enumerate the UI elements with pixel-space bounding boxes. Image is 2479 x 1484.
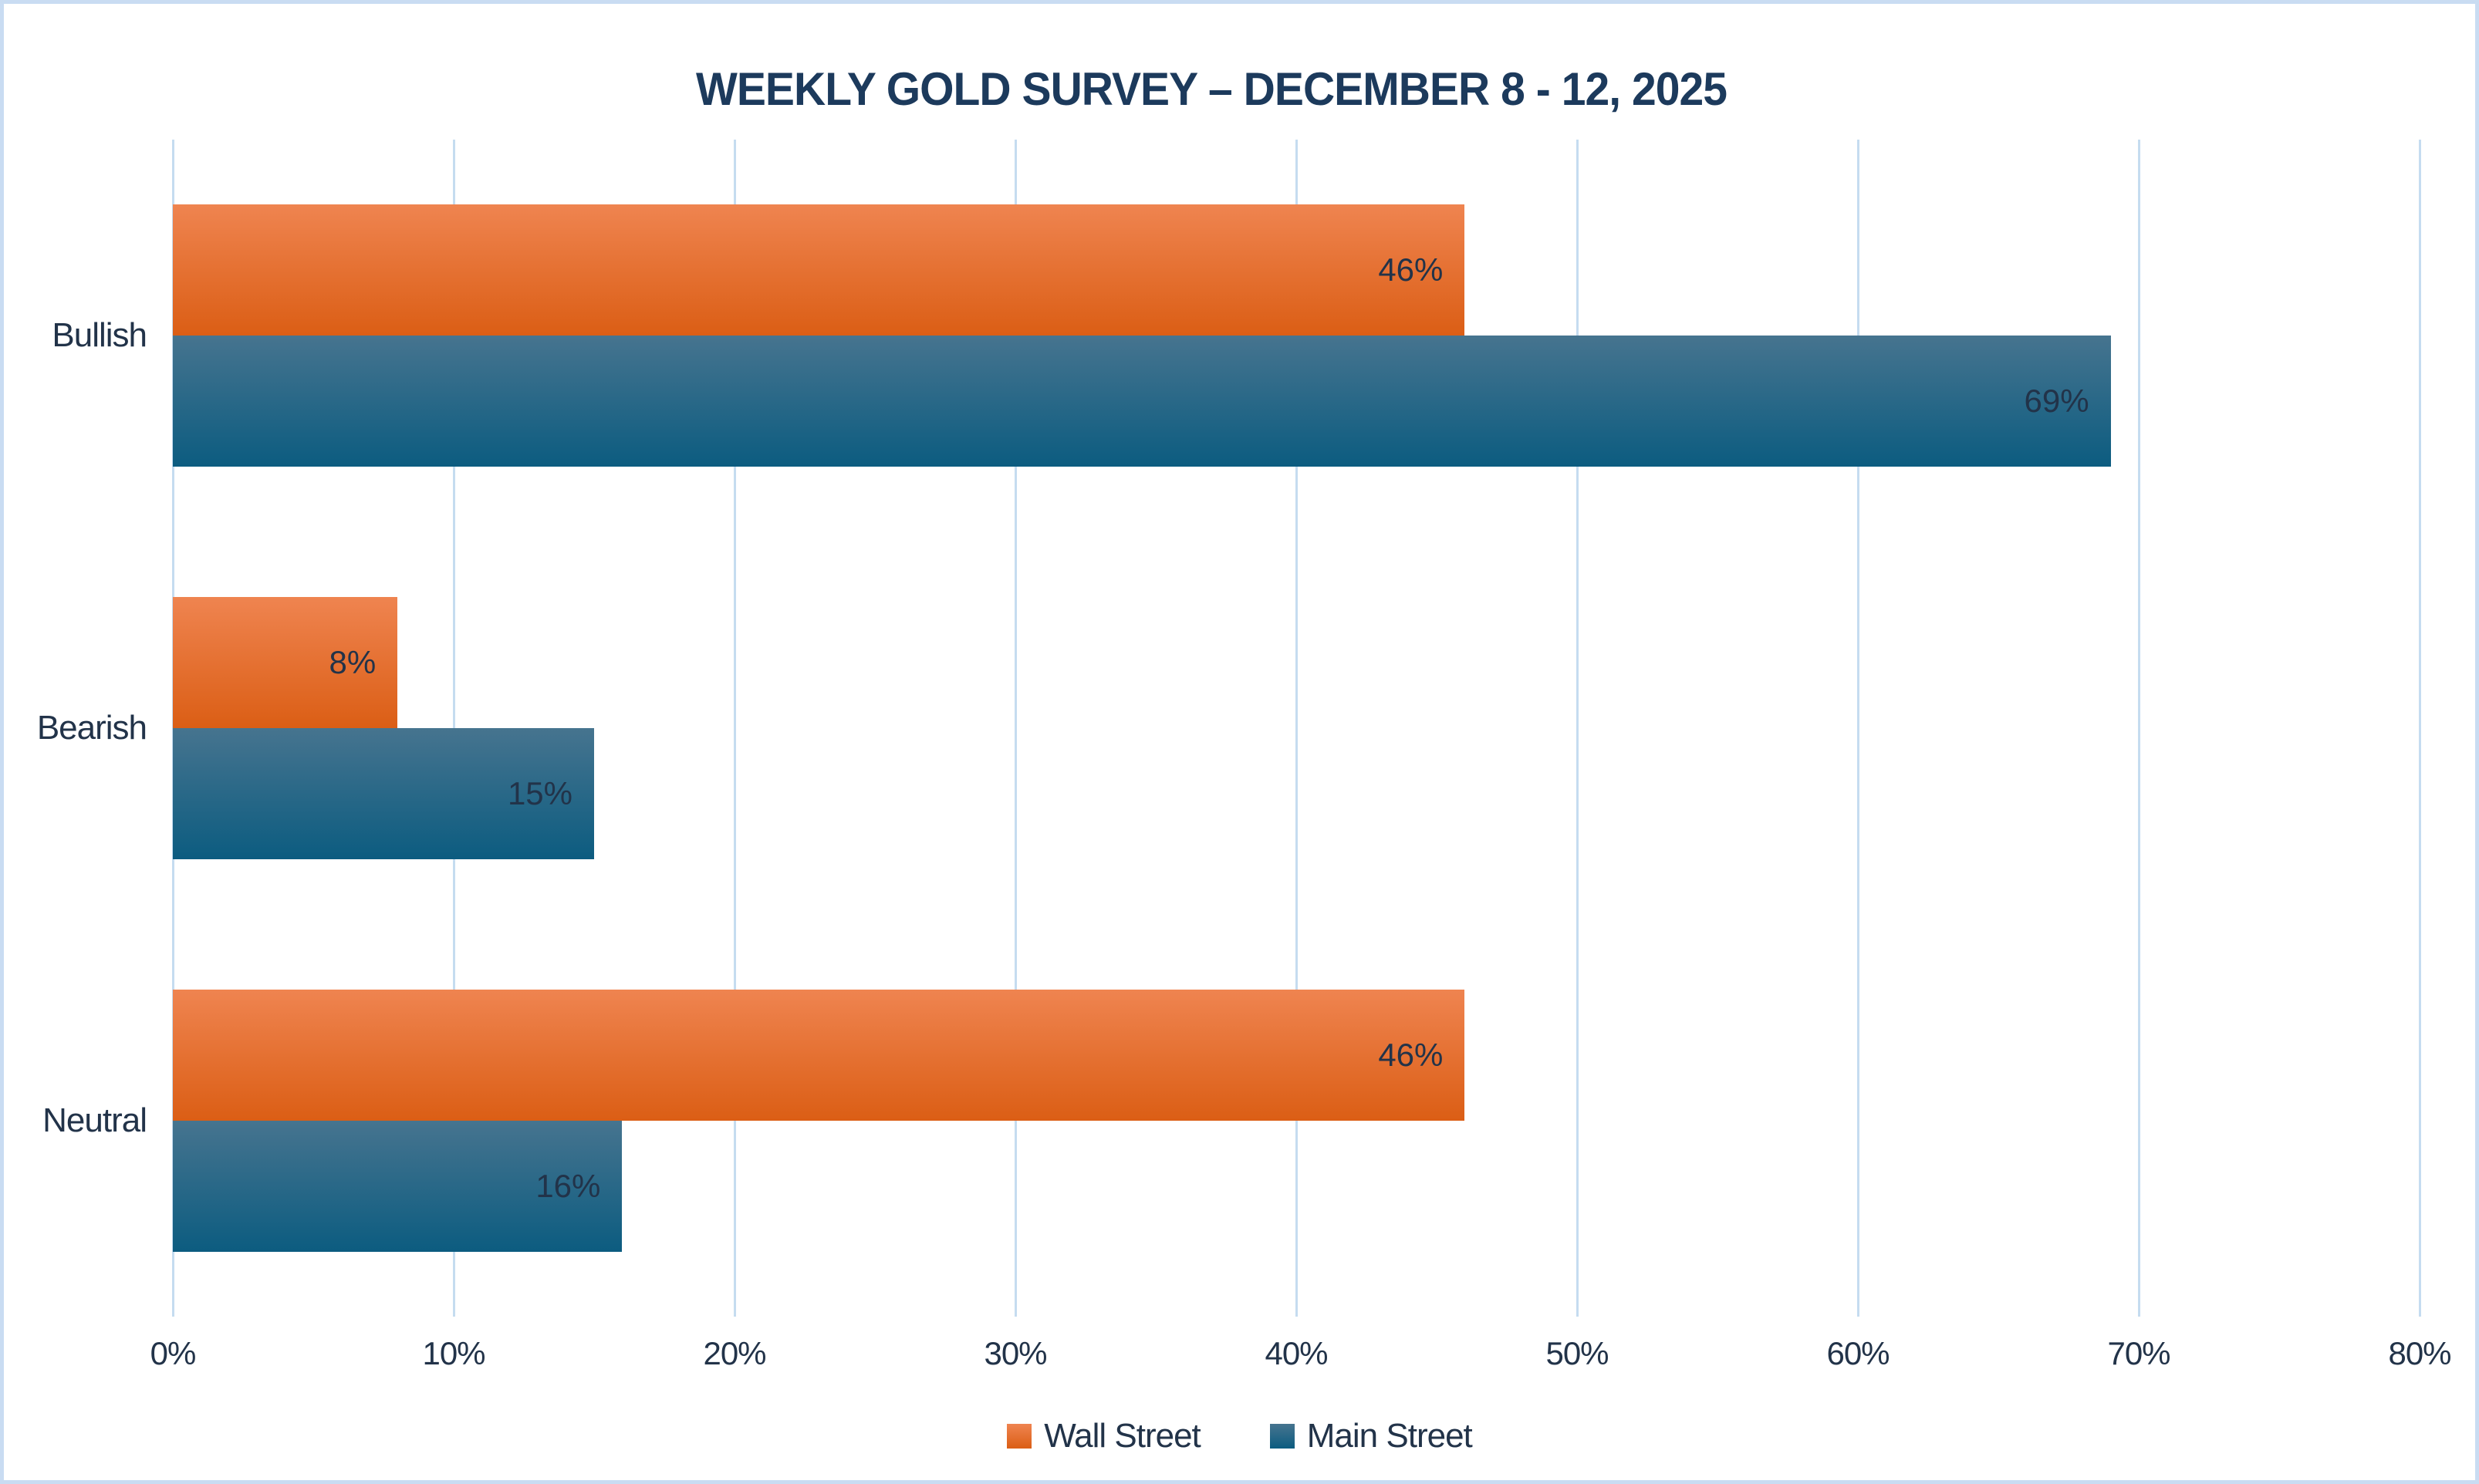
- x-axis-tick-label: 10%: [422, 1335, 485, 1371]
- legend-swatch-main-street-icon: [1269, 1424, 1295, 1449]
- x-axis-tick-label: 0%: [150, 1335, 197, 1371]
- category-label-neutral: Neutral: [42, 1101, 147, 1139]
- bar-main-street-bullish: 69%: [173, 336, 2111, 467]
- bar-main-street-bearish: 15%: [173, 728, 594, 859]
- legend-item-wall-street: Wall Street: [1007, 1417, 1201, 1455]
- legend-item-main-street: Main Street: [1269, 1417, 1473, 1455]
- bar-value-label: 15%: [507, 775, 572, 811]
- gridline: [733, 140, 736, 1317]
- bar-value-label: 46%: [1378, 1036, 1444, 1073]
- x-axis-tick-label: 50%: [1545, 1335, 1609, 1371]
- x-axis-tick-label: 40%: [1265, 1335, 1328, 1371]
- bar-value-label: 69%: [2024, 383, 2089, 420]
- gridline: [1576, 140, 1579, 1317]
- x-axis-tick-label: 70%: [2107, 1335, 2170, 1371]
- bar-value-label: 46%: [1378, 251, 1444, 288]
- x-axis-tick-label: 80%: [2388, 1335, 2451, 1371]
- legend-label-main-street: Main Street: [1306, 1417, 1473, 1455]
- x-axis-tick-label: 20%: [703, 1335, 766, 1371]
- gridline: [2137, 140, 2140, 1317]
- gridline: [1295, 140, 1298, 1317]
- bar-value-label: 8%: [329, 644, 377, 680]
- x-axis-tick-label: 30%: [984, 1335, 1047, 1371]
- legend-swatch-wall-street-icon: [1007, 1424, 1032, 1449]
- bar-wall-street-neutral: 46%: [173, 989, 1465, 1121]
- bar-wall-street-bullish: 46%: [173, 204, 1465, 336]
- legend: Wall Street Main Street: [4, 1417, 2475, 1455]
- plot-area: 46% 69% 8% 15% 46% 16%: [171, 140, 2421, 1317]
- legend-label-wall-street: Wall Street: [1044, 1417, 1201, 1455]
- x-axis-tick-label: 60%: [1826, 1335, 1890, 1371]
- bar-wall-street-bearish: 8%: [173, 597, 398, 728]
- category-label-bullish: Bullish: [52, 316, 147, 355]
- gridline: [1856, 140, 1859, 1317]
- gridline: [2418, 140, 2421, 1317]
- chart-title: WEEKLY GOLD SURVEY – DECEMBER 8 - 12, 20…: [696, 63, 1728, 115]
- category-label-bearish: Bearish: [36, 709, 147, 747]
- bar-main-street-neutral: 16%: [173, 1120, 623, 1252]
- gridline: [1014, 140, 1017, 1317]
- bar-value-label: 16%: [535, 1167, 601, 1204]
